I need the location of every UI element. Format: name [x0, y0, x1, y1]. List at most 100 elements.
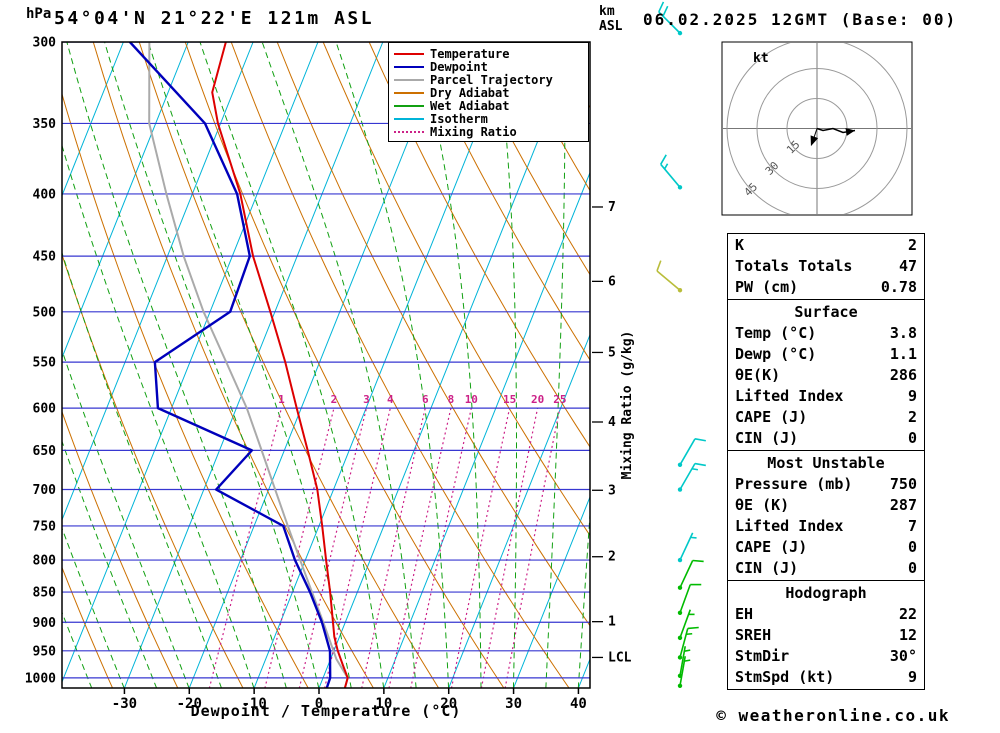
dry-adiabat-line: [460, 42, 590, 276]
stat-value: 9: [907, 387, 917, 405]
stats-panel: K 2 Totals Totals 47 PW (cm) 0.78 Surfac…: [727, 233, 925, 690]
stat-value: 1.1: [889, 345, 917, 363]
wind-barb-tick: [694, 438, 706, 442]
hodograph-section-title: Hodograph: [785, 584, 867, 602]
wet-adiabat-line: [104, 42, 320, 688]
stat-row-mu-cin: CIN (J) 0: [728, 558, 924, 579]
wet-adiabat-line: [0, 42, 27, 688]
km-tick-label: 4: [608, 415, 616, 430]
pressure-unit-label: hPa: [26, 6, 52, 22]
isotherm-line: [62, 42, 189, 359]
isotherm-line: [383, 171, 590, 688]
stat-row-surface-thetae: θE(K) 286: [728, 365, 924, 386]
pressure-tick-label: 650: [33, 444, 57, 459]
wind-barb-tick: [663, 163, 669, 170]
pressure-tick-label: 350: [33, 117, 57, 132]
legend-item-dewpoint: Dewpoint: [394, 59, 588, 74]
isotherm-line: [513, 495, 590, 688]
stat-value: 750: [889, 475, 917, 493]
stat-row-stmspd: StmSpd (kt) 9: [728, 667, 924, 688]
stat-label: K: [735, 236, 745, 254]
temp-tick-label: 20: [440, 696, 457, 712]
wind-barb-tick: [691, 467, 699, 471]
stat-row-surface-dewp: Dewp (°C) 1.1: [728, 344, 924, 365]
dry-adiabat-line: [62, 566, 114, 688]
mixing-ratio-axis-label: Mixing Ratio (g/kg): [620, 331, 635, 480]
legend-label: Dry Adiabat: [430, 85, 510, 100]
stat-row-mu-thetae: θE (K) 287: [728, 495, 924, 516]
hodograph-section: Hodograph EH 22 SREH 12 StmDir 30° StmSp…: [728, 580, 924, 689]
stat-value: 47: [898, 257, 917, 275]
stat-label: EH: [735, 605, 754, 623]
temp-tick-label: -20: [177, 696, 202, 712]
legend-label: Isotherm: [430, 111, 488, 126]
mixing-ratio-value-label: 1: [278, 393, 285, 406]
wind-barb-staff: [656, 270, 681, 291]
mixing-ratio-value-label: 3: [363, 393, 370, 406]
mixing-ratio-line: [480, 407, 539, 688]
km-tick-label: 6: [608, 274, 616, 289]
legend-item-temperature: Temperature: [394, 46, 588, 61]
mixing-ratio-value-label: 15: [503, 393, 516, 406]
parcel-trajectory-curve: [148, 42, 349, 688]
temp-tick-label: 30: [505, 696, 522, 712]
datetime-label: 06.02.2025 12GMT (Base: 00): [643, 10, 958, 29]
legend-label: Temperature: [430, 46, 510, 61]
wet-adiabat-line: [62, 143, 255, 688]
wind-barb-tick: [656, 260, 662, 272]
mixing-ratio-line: [208, 407, 283, 688]
legend-item-parcel-trajectory: Parcel Trajectory: [394, 73, 588, 87]
stat-label: Lifted Index: [735, 517, 844, 535]
pressure-tick-label: 500: [33, 305, 57, 320]
km-tick-label: LCL: [608, 650, 632, 665]
pressure-tick-label: 900: [33, 616, 57, 631]
dry-adiabat-line-swatch: [394, 91, 424, 94]
stat-row-pw: PW (cm) 0.78: [728, 277, 924, 298]
mixing-ratio-value-label: 6: [422, 393, 429, 406]
stat-label: PW (cm): [735, 278, 799, 296]
temp-tick-label: 40: [570, 696, 587, 712]
km-tick-label: 7: [608, 200, 616, 215]
dry-adiabat-line: [414, 42, 590, 361]
stat-row-mu-cape: CAPE (J) 0: [728, 537, 924, 558]
wind-barb-tick: [684, 659, 691, 662]
wet-adiabat-line: [417, 42, 482, 688]
legend-label: Dewpoint: [430, 59, 488, 74]
stat-row-sreh: SREH 12: [728, 625, 924, 646]
temperature-curve: [211, 42, 349, 688]
stat-row-totals-totals: Totals Totals 47: [728, 256, 924, 277]
mixing-ratio-value-label: 4: [387, 393, 394, 406]
isotherm-line-swatch: [394, 117, 424, 120]
wind-barb-staff: [660, 163, 681, 188]
wet-adiabat-line: [66, 42, 287, 688]
isotherm-line: [62, 42, 254, 522]
wind-barb-tick: [662, 5, 669, 17]
altitude-unit-label: km ASL: [599, 4, 622, 34]
stat-label: Temp (°C): [735, 324, 817, 342]
stat-label: StmDir: [735, 647, 790, 665]
pressure-tick-label: 950: [33, 644, 57, 659]
temp-tick-label: -30: [112, 696, 137, 712]
wind-barb-staff: [679, 560, 694, 589]
stat-label: Dewp (°C): [735, 345, 817, 363]
stat-value: 12: [898, 626, 917, 644]
pressure-tick-label: 600: [33, 402, 57, 417]
pressure-tick-label: 850: [33, 586, 57, 601]
stat-row-stmdir: StmDir 30°: [728, 646, 924, 667]
pressure-tick-label: 300: [33, 36, 57, 51]
hodograph-ring: [756, 68, 878, 189]
surface-section-title: Surface: [794, 303, 858, 321]
mixing-ratio-value-label: 10: [465, 393, 478, 406]
stat-value: 9: [907, 668, 917, 686]
altitude-unit-asl: ASL: [599, 19, 623, 34]
parcel-line-swatch: [394, 78, 424, 81]
stat-value: 7: [907, 517, 917, 535]
copyright: © weatheronline.co.uk: [716, 706, 950, 725]
dewpoint-curve: [128, 42, 332, 688]
stat-row-k: K 2: [728, 235, 924, 256]
stat-label: Pressure (mb): [735, 475, 853, 493]
legend: Temperature Dewpoint Parcel Trajectory D…: [388, 42, 589, 142]
legend-item-dry-adiabat: Dry Adiabat: [394, 85, 588, 100]
isotherm-line: [188, 42, 449, 688]
